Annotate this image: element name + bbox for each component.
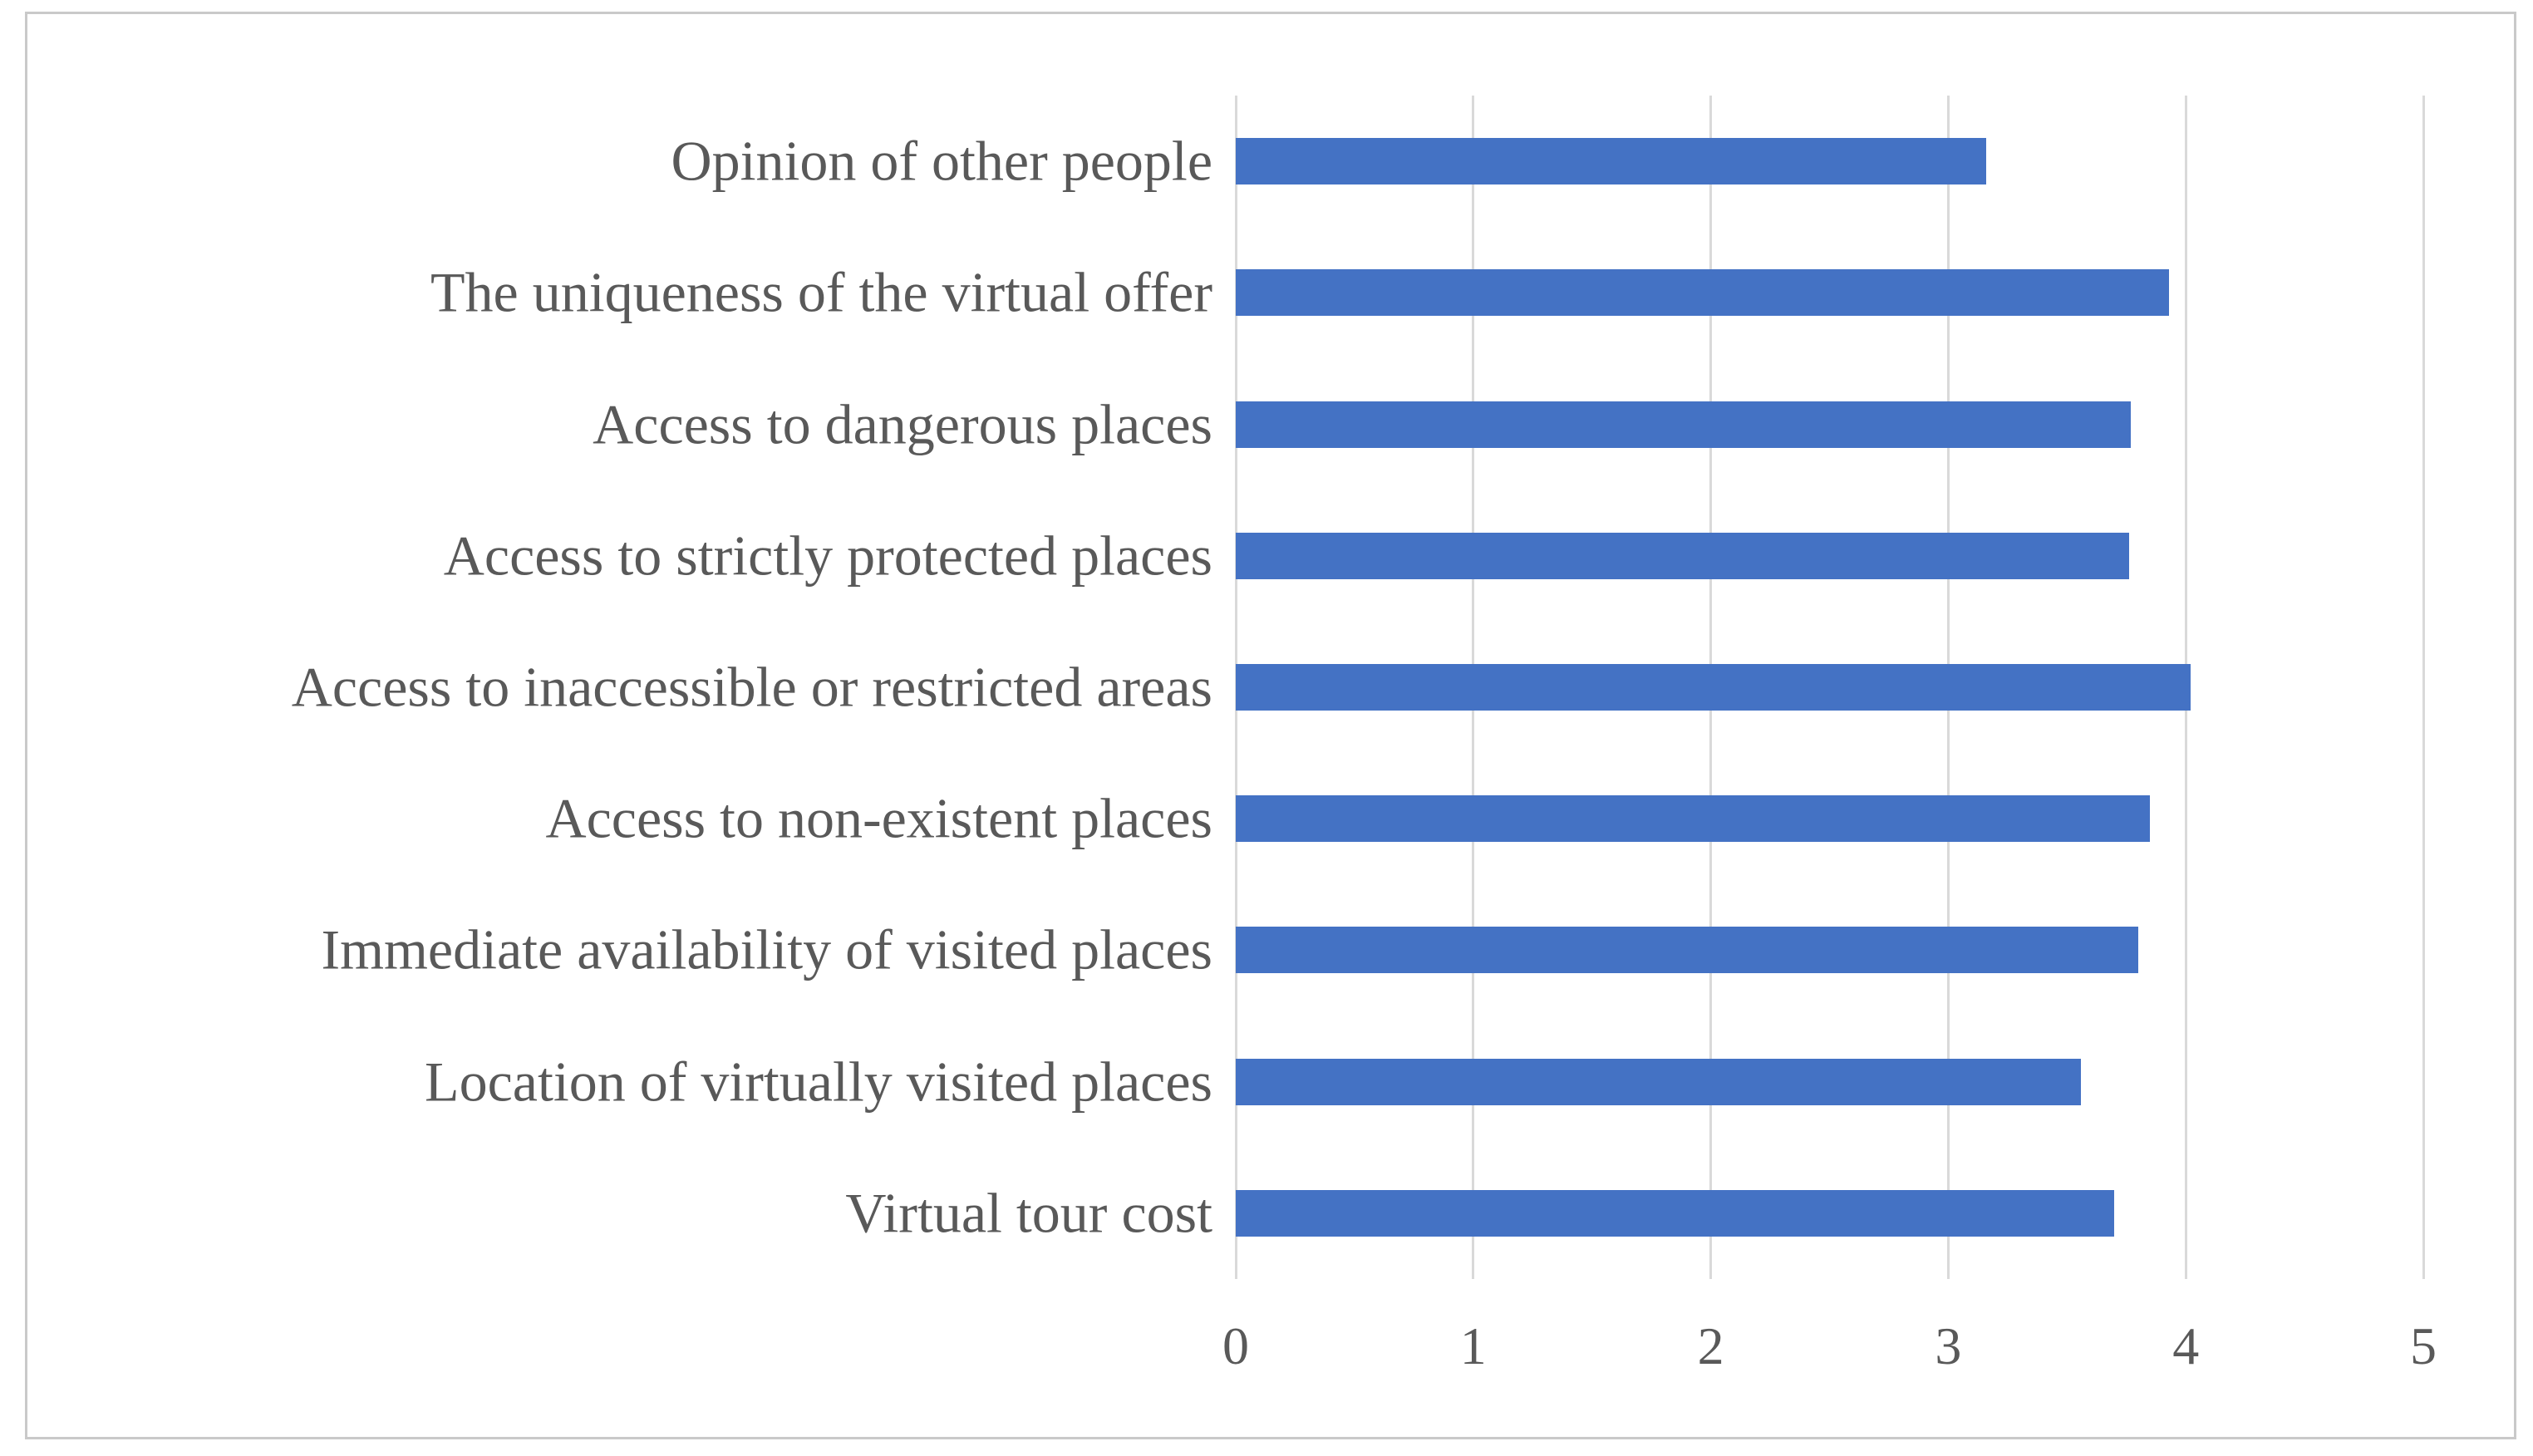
- chart-row: Access to dangerous places: [593, 358, 2423, 489]
- bar: [1236, 532, 2129, 579]
- category-label: Immediate availability of visited places: [321, 917, 1212, 981]
- bar: [1236, 401, 2132, 448]
- category-label: Access to inaccessible or restricted are…: [291, 655, 1212, 719]
- bar: [1236, 1058, 2082, 1105]
- chart-row: Access to inaccessible or restricted are…: [292, 622, 2423, 753]
- category-label: Access to non-existent places: [545, 786, 1212, 850]
- category-label: Opinion of other people: [671, 129, 1212, 193]
- chart-row: Access to strictly protected places: [444, 490, 2423, 622]
- x-tick-label: 1: [1459, 1316, 1487, 1375]
- bar: [1236, 138, 1987, 185]
- category-label: Location of virtually visited places: [425, 1050, 1212, 1114]
- bar: [1236, 795, 2151, 843]
- chart-row: Access to non-existent places: [545, 753, 2423, 884]
- plot-area: Opinion of other people The uniqueness o…: [292, 96, 2425, 1279]
- bar: [1236, 927, 2139, 974]
- x-axis: 0 1 2 3 4 5: [1222, 1316, 2437, 1407]
- chart-row: Virtual tour cost: [845, 1148, 2423, 1279]
- chart-row: Location of virtually visited places: [425, 1016, 2423, 1148]
- chart-frame: Opinion of other people The uniqueness o…: [25, 12, 2516, 1439]
- category-label: Access to strictly protected places: [443, 524, 1212, 588]
- chart-row: The uniqueness of the virtual offer: [430, 227, 2423, 358]
- category-label: Access to dangerous places: [593, 392, 1212, 456]
- chart-row: Immediate availability of visited places: [321, 884, 2423, 1016]
- x-tick-label: 4: [2172, 1316, 2200, 1375]
- bar: [1236, 663, 2191, 711]
- x-tick-label: 5: [2410, 1316, 2437, 1375]
- category-label: Virtual tour cost: [845, 1181, 1212, 1245]
- x-tick-label: 3: [1935, 1316, 1962, 1375]
- bar-rows-layer: Opinion of other people The uniqueness o…: [292, 96, 2423, 1279]
- bar: [1236, 1189, 2115, 1237]
- x-tick-label: 0: [1222, 1316, 1249, 1375]
- x-tick-label: 2: [1697, 1316, 1724, 1375]
- chart-row: Opinion of other people: [671, 96, 2423, 227]
- gridline: [2422, 96, 2425, 1279]
- category-label: The uniqueness of the virtual offer: [430, 260, 1212, 324]
- bar: [1236, 269, 2170, 317]
